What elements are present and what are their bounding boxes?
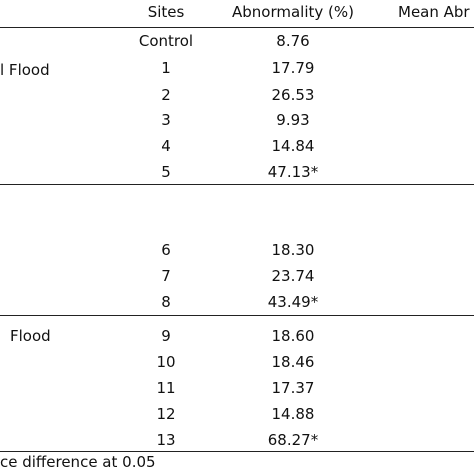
value-cell: 18.60 [271,327,315,345]
site-cell: 11 [156,379,176,397]
value-cell: 23.74 [271,267,315,285]
site-cell: 10 [156,353,176,371]
value-cell: 18.30 [271,241,315,259]
group-rule [0,315,474,316]
value-cell: 14.88 [271,405,315,423]
site-cell: 8 [161,293,171,311]
value-cell: 18.46 [271,353,315,371]
site-cell: 6 [161,241,171,259]
site-cell: 9 [161,327,171,345]
value-cell: 26.53 [271,86,315,104]
site-cell: 4 [161,137,171,155]
value-cell: 17.37 [271,379,315,397]
value-cell: 8.76 [276,32,310,50]
value-cell: 9.93 [276,111,310,129]
header-rule [0,27,474,28]
header-mean-abnormality: Mean Abr [398,3,470,21]
value-cell: 68.27* [267,431,319,449]
group-label: Flood [10,327,51,345]
site-cell: 2 [161,86,171,104]
site-cell: 7 [161,267,171,285]
group-label: l Flood [0,61,50,79]
footnote: ce difference at 0.05 [0,453,156,471]
table-bottom-rule [0,451,474,452]
site-cell: 3 [161,111,171,129]
group-rule [0,184,474,185]
site-cell: 12 [156,405,176,423]
site-cell: 5 [161,163,171,181]
site-cell: Control [138,32,194,50]
site-cell: 1 [161,59,171,77]
site-cell: 13 [156,431,176,449]
value-cell: 47.13* [267,163,319,181]
value-cell: 43.49* [267,293,319,311]
value-cell: 17.79 [271,59,315,77]
header-sites: Sites [147,3,185,21]
header-abnormality: Abnormality (%) [232,3,354,21]
value-cell: 14.84 [271,137,315,155]
